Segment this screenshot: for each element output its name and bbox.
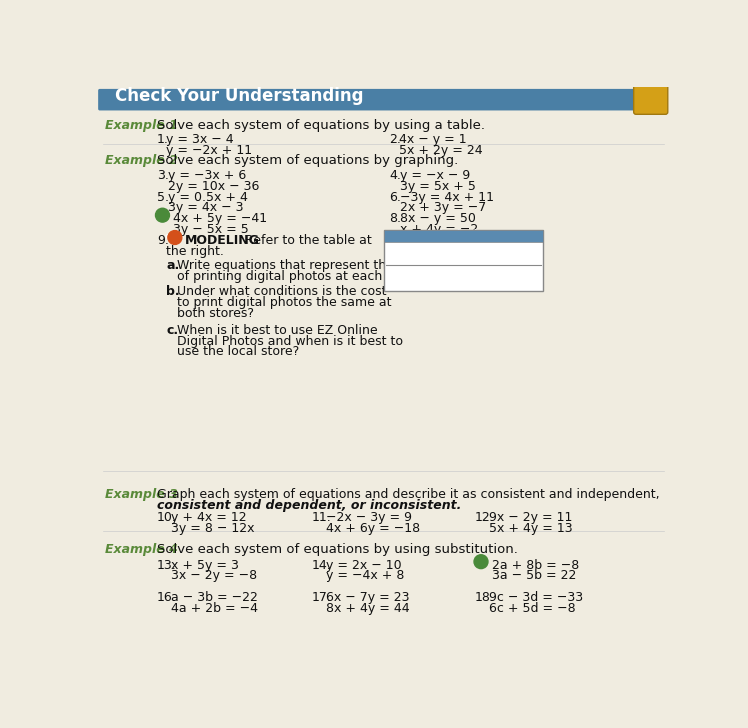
Text: 6.: 6.	[390, 191, 402, 204]
Text: 1.: 1.	[157, 132, 169, 146]
Text: ✓: ✓	[643, 88, 659, 107]
Text: Under what conditions is the cost: Under what conditions is the cost	[177, 285, 387, 298]
Text: Digital Photos and when is it best to: Digital Photos and when is it best to	[177, 335, 403, 347]
Text: CCSS: CCSS	[165, 234, 185, 240]
Text: Example 2: Example 2	[105, 154, 178, 167]
Text: 7: 7	[158, 208, 167, 221]
Text: y = −x − 9: y = −x − 9	[400, 169, 470, 182]
FancyBboxPatch shape	[384, 230, 543, 242]
Text: Solve each system of equations by using substitution.: Solve each system of equations by using …	[157, 543, 518, 556]
Circle shape	[156, 208, 170, 222]
Text: y = −3x + 6: y = −3x + 6	[168, 169, 246, 182]
Text: 4x + 6y = −18: 4x + 6y = −18	[326, 522, 420, 534]
Text: 5x + 2y = 24: 5x + 2y = 24	[399, 143, 482, 157]
Text: 3y − 5x = 5: 3y − 5x = 5	[173, 223, 248, 236]
Text: y = −2x + 11: y = −2x + 11	[166, 143, 253, 157]
Text: 4x − y = 1: 4x − y = 1	[399, 132, 467, 146]
Text: 15: 15	[473, 556, 488, 566]
Text: 2.: 2.	[390, 132, 402, 146]
Text: Local Store: Local Store	[426, 266, 501, 279]
Text: $0.15 per photo + $2.70 shipping: $0.15 per photo + $2.70 shipping	[387, 251, 541, 265]
Text: When is it best to use EZ Online: When is it best to use EZ Online	[177, 324, 378, 337]
Text: 4x + 5y = −41: 4x + 5y = −41	[173, 212, 267, 225]
Text: 4a + 2b = −4: 4a + 2b = −4	[171, 602, 258, 614]
Text: 4.: 4.	[390, 169, 402, 182]
Text: Write equations that represent the cost: Write equations that represent the cost	[177, 259, 424, 272]
Text: 3a − 5b = 22: 3a − 5b = 22	[492, 569, 576, 582]
Text: the right.: the right.	[166, 245, 224, 258]
Text: 3y = 8 − 12x: 3y = 8 − 12x	[171, 522, 254, 534]
Text: y + 4x = 12: y + 4x = 12	[171, 511, 247, 524]
Text: Solve each system of equations by using a table.: Solve each system of equations by using …	[157, 119, 485, 132]
Text: 12.: 12.	[475, 511, 494, 524]
Text: of printing digital photos at each lab.: of printing digital photos at each lab.	[177, 270, 410, 283]
Text: Refer to the table at: Refer to the table at	[237, 234, 372, 248]
Text: to print digital photos the same at: to print digital photos the same at	[177, 296, 392, 309]
Text: b.: b.	[166, 285, 180, 298]
Text: 6c + 5d = −8: 6c + 5d = −8	[488, 602, 575, 614]
Text: c.: c.	[166, 324, 179, 337]
Text: 9.: 9.	[157, 234, 169, 248]
Text: −3y = 4x + 11: −3y = 4x + 11	[400, 191, 494, 204]
Text: a.: a.	[166, 259, 180, 272]
Text: 5x + 4y = 13: 5x + 4y = 13	[488, 522, 572, 534]
Text: 2x + 3y = −7: 2x + 3y = −7	[400, 202, 487, 214]
Text: 17.: 17.	[312, 591, 332, 604]
Text: 13.: 13.	[157, 558, 177, 571]
Text: y = 0.5x + 4: y = 0.5x + 4	[168, 191, 248, 204]
Circle shape	[474, 555, 488, 569]
Text: Graph each system of equations and describe it as consistent and independent,: Graph each system of equations and descr…	[157, 488, 660, 501]
Text: a − 3b = −22: a − 3b = −22	[171, 591, 258, 604]
FancyBboxPatch shape	[384, 230, 543, 291]
Text: Solve each system of equations by graphing.: Solve each system of equations by graphi…	[157, 154, 459, 167]
Text: x + 4y = −2: x + 4y = −2	[400, 223, 479, 236]
Text: Example 3: Example 3	[105, 488, 178, 501]
Text: 3.: 3.	[157, 169, 169, 182]
Text: 8.: 8.	[390, 212, 402, 225]
Text: y = 2x − 10: y = 2x − 10	[326, 558, 402, 571]
Text: consistent and dependent, or inconsistent.: consistent and dependent, or inconsisten…	[157, 499, 462, 512]
FancyBboxPatch shape	[634, 82, 668, 114]
Text: Online Store: Online Store	[422, 242, 505, 255]
Text: y = −4x + 8: y = −4x + 8	[326, 569, 405, 582]
Text: 16.: 16.	[157, 591, 177, 604]
Text: 2a + 8b = −8: 2a + 8b = −8	[492, 558, 579, 571]
Text: 9x − 2y = 11: 9x − 2y = 11	[488, 511, 572, 524]
Text: Digital Photos: Digital Photos	[417, 229, 510, 242]
FancyBboxPatch shape	[98, 89, 657, 111]
Text: 10.: 10.	[157, 511, 177, 524]
Text: 6x − 7y = 23: 6x − 7y = 23	[326, 591, 409, 604]
Text: Check Your Understanding: Check Your Understanding	[115, 87, 364, 105]
Text: Example 1: Example 1	[105, 119, 178, 132]
Text: 2y = 10x − 36: 2y = 10x − 36	[168, 180, 260, 193]
Circle shape	[168, 231, 182, 245]
Text: 8x + 4y = 44: 8x + 4y = 44	[326, 602, 410, 614]
Text: use the local store?: use the local store?	[177, 345, 299, 358]
Text: 14.: 14.	[312, 558, 332, 571]
Text: Example 4: Example 4	[105, 543, 178, 556]
Text: MODELING: MODELING	[185, 234, 260, 248]
Text: 3x − 2y = −8: 3x − 2y = −8	[171, 569, 257, 582]
Text: 8x − y = 50: 8x − y = 50	[400, 212, 476, 225]
Text: 18.: 18.	[475, 591, 494, 604]
Text: −2x − 3y = 9: −2x − 3y = 9	[326, 511, 412, 524]
Text: both stores?: both stores?	[177, 306, 254, 320]
Text: 5.: 5.	[157, 191, 169, 204]
Text: 11.: 11.	[312, 511, 332, 524]
Text: 3y = 4x − 3: 3y = 4x − 3	[168, 202, 243, 214]
Text: 3y = 5x + 5: 3y = 5x + 5	[400, 180, 476, 193]
Text: y = 3x − 4: y = 3x − 4	[166, 132, 234, 146]
Text: x + 5y = 3: x + 5y = 3	[171, 558, 239, 571]
Text: 9c − 3d = −33: 9c − 3d = −33	[488, 591, 583, 604]
Text: $0.25 per photo: $0.25 per photo	[422, 277, 506, 287]
